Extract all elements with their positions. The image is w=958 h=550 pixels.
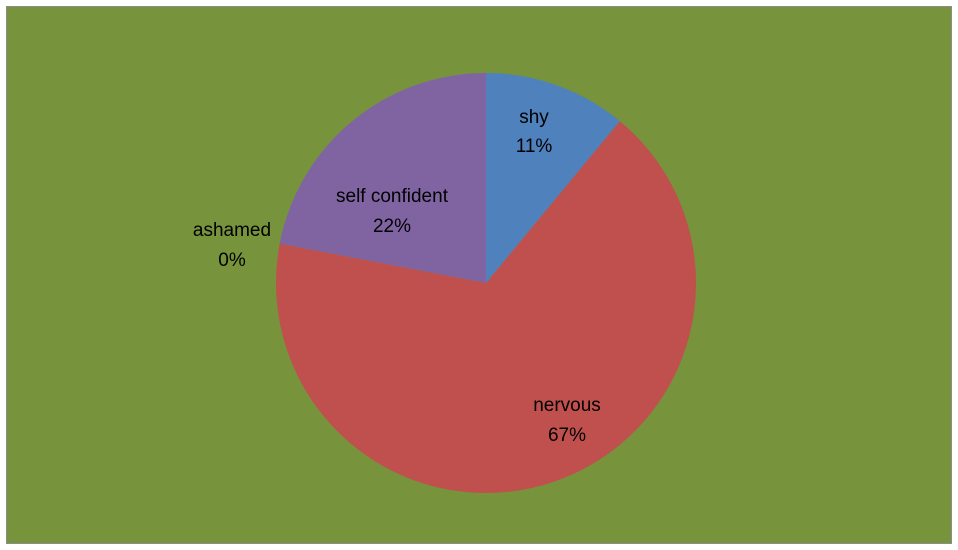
label-shy-percent: 11% [516,136,553,157]
pie-slices [276,73,697,493]
label-shy-name: shy [519,107,549,128]
pie-chart: shy 11% nervous 67% ashamed 0% self conf… [193,73,697,493]
label-self-confident-percent: 22% [373,216,411,237]
pie-slice-nervous [276,121,697,493]
label-ashamed-name: ashamed [193,220,271,241]
pie-slice-self-confident [279,73,486,283]
label-self-confident-name: self confident [336,186,449,207]
label-ashamed-percent: 0% [218,250,246,271]
pie-slice-shy [486,73,620,283]
chart-area: shy 11% nervous 67% ashamed 0% self conf… [6,6,952,544]
label-nervous-percent: 67% [548,425,586,446]
label-nervous-name: nervous [533,395,601,416]
